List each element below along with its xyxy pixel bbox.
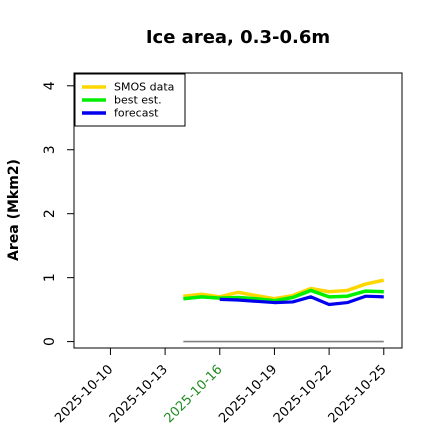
- chart-title: Ice area, 0.3-0.6m: [146, 27, 330, 48]
- series-layer: [183, 278, 385, 307]
- plot-frame: [73, 72, 403, 349]
- legend-label: SMOS data: [114, 81, 174, 94]
- series-line-forecast: [219, 294, 384, 307]
- y-axis-label: Area (Mkm2): [6, 159, 22, 261]
- y-axis: 0 1 2 3 4: [42, 81, 74, 346]
- y-tick-label: 3: [42, 145, 58, 154]
- y-tick-label: 2: [42, 209, 58, 218]
- y-tick-label: 4: [42, 81, 58, 90]
- series-line-best-est: [183, 288, 384, 303]
- y-tick-label: 1: [42, 273, 58, 282]
- legend-label: best est.: [114, 94, 162, 107]
- y-tick-label: 0: [42, 337, 58, 346]
- legend-label: forecast: [114, 107, 159, 120]
